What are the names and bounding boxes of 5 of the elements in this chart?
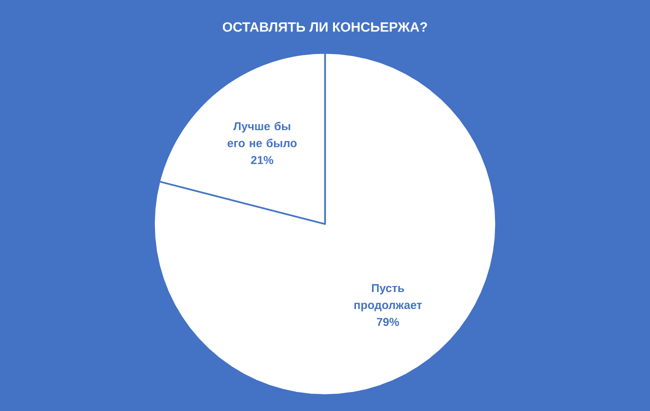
slice-label: Пусть продолжает [354,284,422,312]
data-label: 21% [251,156,274,164]
chart-title: ОСТАВЛЯТЬ ЛИ КОНСЬЕРЖА? [222,22,427,32]
slice-label: Лучше бы его не было [228,122,297,148]
data-label: 79% [376,318,400,326]
